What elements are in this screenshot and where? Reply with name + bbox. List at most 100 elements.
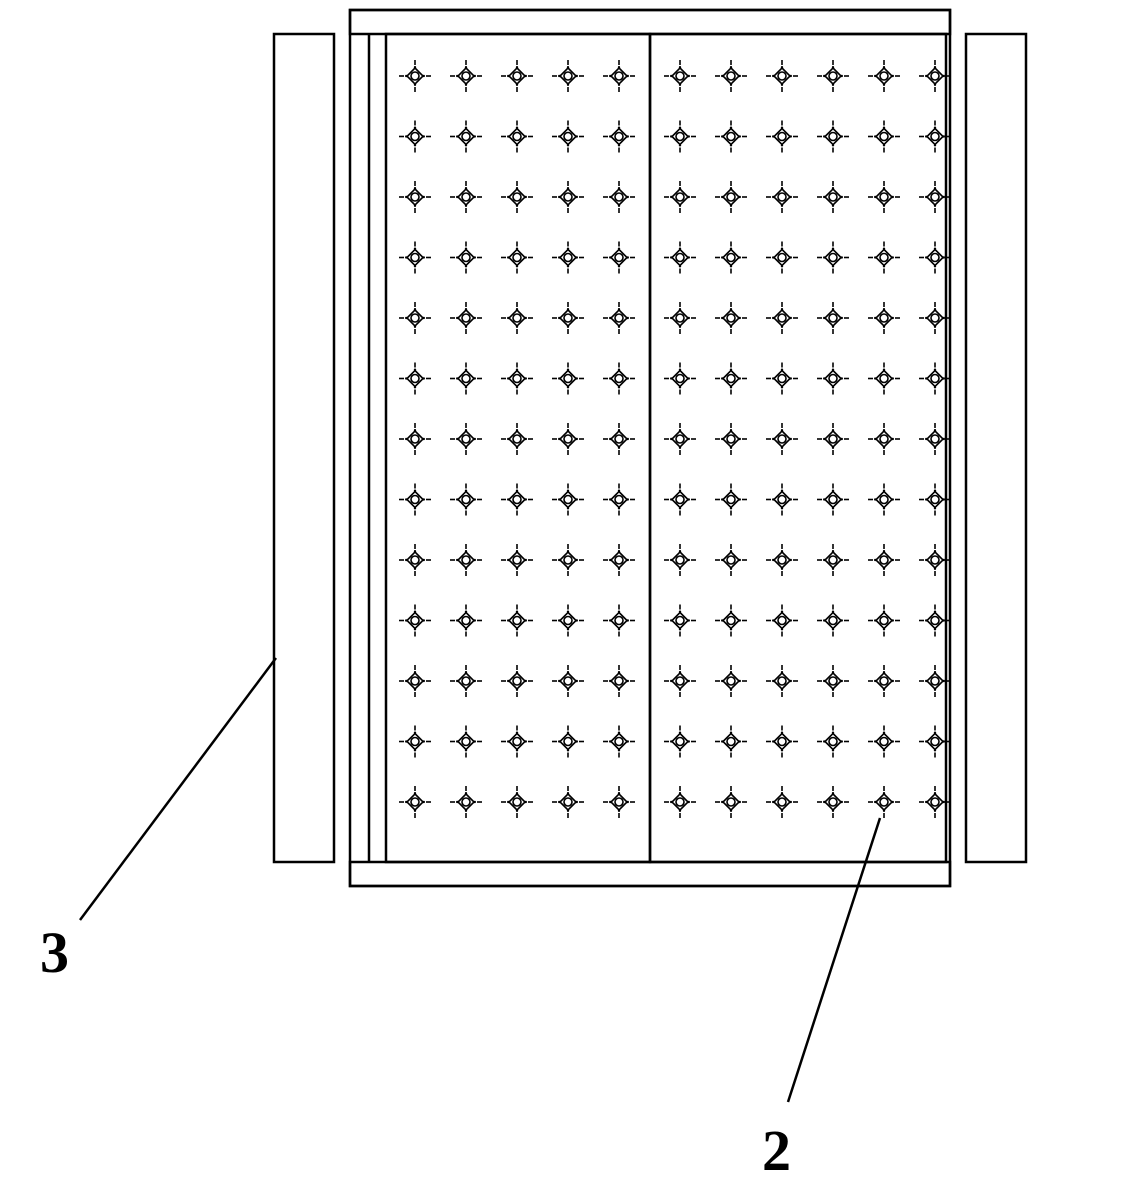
grid-marker [501, 60, 533, 92]
grid-marker [817, 60, 849, 92]
grid-marker [603, 363, 635, 395]
grid-marker [399, 544, 431, 576]
grid-marker [603, 242, 635, 274]
grid-marker [766, 60, 798, 92]
grid-marker [450, 60, 482, 92]
grid-marker [664, 363, 696, 395]
diagram-svg: 32 [0, 0, 1137, 1192]
grid-marker [603, 121, 635, 153]
grid-marker [450, 363, 482, 395]
grid-marker [766, 665, 798, 697]
grid-marker [603, 484, 635, 516]
grid-marker [450, 605, 482, 637]
grid-marker [450, 484, 482, 516]
grid-marker [664, 726, 696, 758]
grid-marker [715, 544, 747, 576]
grid-marker [868, 786, 900, 818]
grid-marker [817, 181, 849, 213]
grid-marker [399, 786, 431, 818]
grid-marker [450, 302, 482, 334]
grid-marker [817, 726, 849, 758]
grid-marker [766, 121, 798, 153]
grid-marker [715, 726, 747, 758]
grid-marker [868, 121, 900, 153]
grid-marker [766, 484, 798, 516]
grid-marker [501, 665, 533, 697]
leader-3 [80, 658, 276, 920]
grid-marker [552, 726, 584, 758]
grid-marker [450, 544, 482, 576]
grid-marker [399, 121, 431, 153]
grid-marker [552, 786, 584, 818]
grid-marker [715, 60, 747, 92]
grid-marker [868, 423, 900, 455]
grid-marker [715, 181, 747, 213]
grid-marker [399, 60, 431, 92]
grid-marker [603, 786, 635, 818]
grid-marker [766, 242, 798, 274]
grid-marker [552, 121, 584, 153]
grid-marker [868, 484, 900, 516]
grid-marker [766, 544, 798, 576]
grid-marker [603, 181, 635, 213]
grid-marker [399, 726, 431, 758]
grid-marker [399, 302, 431, 334]
leader-2 [788, 818, 880, 1102]
grid-marker [868, 302, 900, 334]
grid-marker [399, 423, 431, 455]
grid-marker [715, 665, 747, 697]
grid-marker [766, 181, 798, 213]
grid-marker [664, 181, 696, 213]
grid-marker [450, 665, 482, 697]
grid-marker [715, 423, 747, 455]
grid-marker [715, 121, 747, 153]
grid-marker [817, 484, 849, 516]
grid-marker [552, 60, 584, 92]
grid-marker [450, 121, 482, 153]
grid-marker [664, 484, 696, 516]
grid-marker [450, 786, 482, 818]
grid-marker [552, 484, 584, 516]
top-bar [350, 10, 950, 34]
label-3: 3 [40, 920, 69, 985]
grid-marker [817, 242, 849, 274]
grid-marker [501, 786, 533, 818]
grid-marker [552, 605, 584, 637]
grid-marker [868, 181, 900, 213]
grid-marker [664, 786, 696, 818]
grid-marker [603, 605, 635, 637]
grid-marker [552, 423, 584, 455]
grid-marker [664, 302, 696, 334]
grid-marker [664, 121, 696, 153]
grid-marker [664, 544, 696, 576]
grid-marker [603, 302, 635, 334]
grid-marker [603, 423, 635, 455]
grid-marker [501, 484, 533, 516]
grid-marker [552, 302, 584, 334]
grid-marker [868, 242, 900, 274]
grid-marker [450, 181, 482, 213]
grid-marker [868, 726, 900, 758]
grid-marker [664, 423, 696, 455]
grid-marker [868, 665, 900, 697]
grid-marker [664, 242, 696, 274]
grid-marker [817, 423, 849, 455]
grid-marker [399, 363, 431, 395]
grid-marker [501, 726, 533, 758]
grid-marker [399, 484, 431, 516]
label-2: 2 [762, 1118, 791, 1183]
grid-marker [501, 363, 533, 395]
grid-marker [766, 726, 798, 758]
grid-marker [552, 242, 584, 274]
grid-marker [501, 181, 533, 213]
grid-marker [399, 181, 431, 213]
grid-marker [766, 786, 798, 818]
grid-marker [868, 60, 900, 92]
grid-marker [664, 60, 696, 92]
grid-marker [715, 786, 747, 818]
grid-marker [603, 544, 635, 576]
grid-marker [715, 484, 747, 516]
grid-marker [766, 302, 798, 334]
grid-marker [766, 363, 798, 395]
grid-marker [766, 605, 798, 637]
